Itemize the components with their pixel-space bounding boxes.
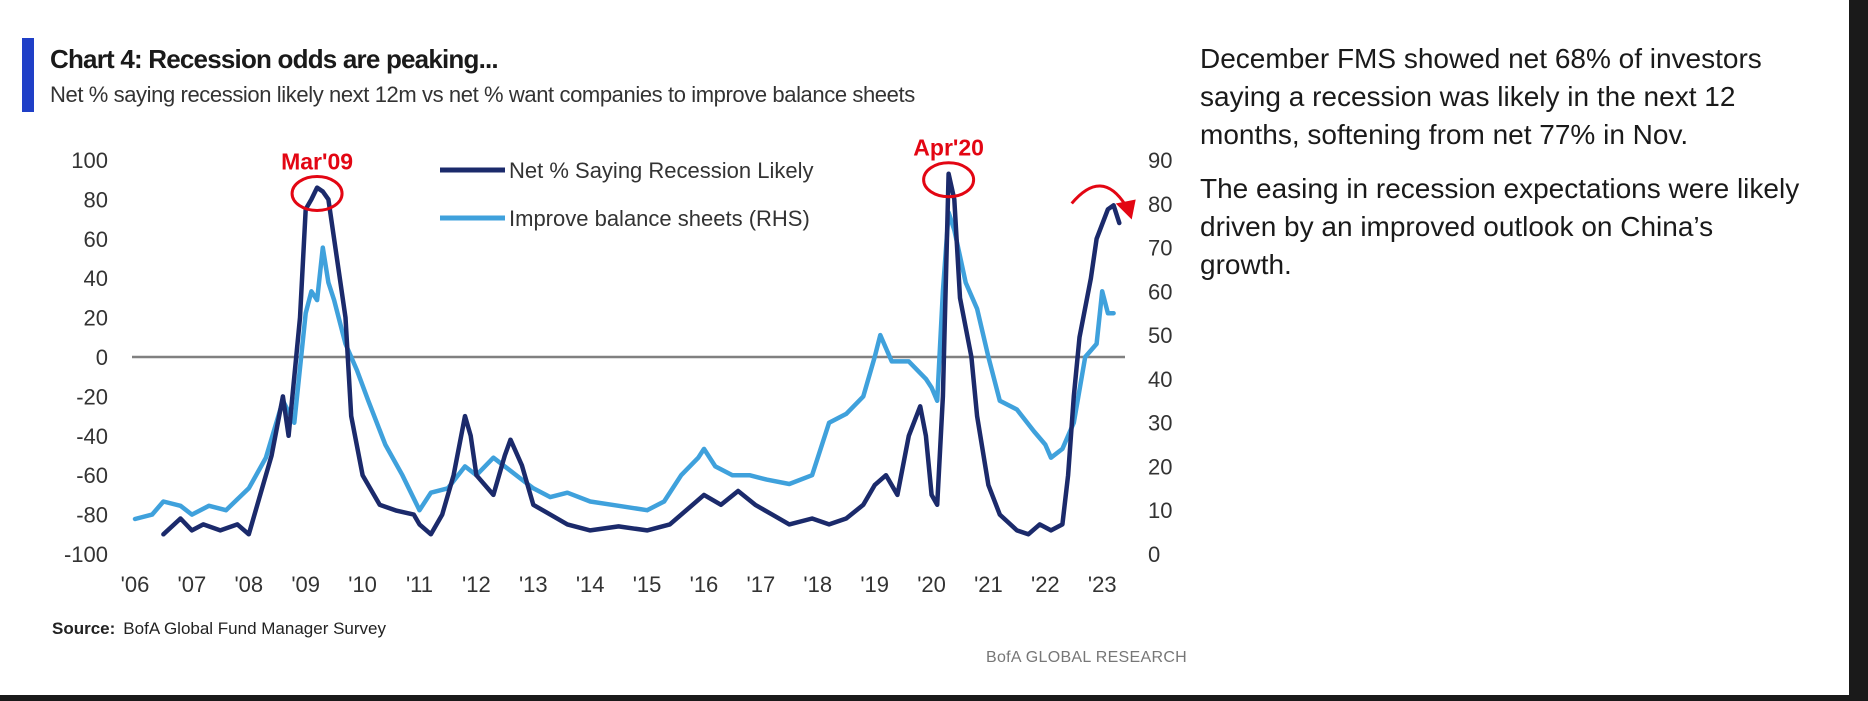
- legend-label: Improve balance sheets (RHS): [509, 206, 810, 231]
- y-left-tick-label: 60: [84, 227, 108, 252]
- y-left-tick-label: -100: [64, 542, 108, 567]
- x-tick-label: '10: [348, 572, 377, 597]
- recession-chart: 100806040200-20-40-60-80-100908070605040…: [64, 135, 1173, 597]
- x-tick-label: '16: [690, 572, 719, 597]
- y-right-tick-label: 10: [1148, 498, 1172, 523]
- y-right-tick-label: 20: [1148, 454, 1172, 479]
- y-left-tick-label: 100: [71, 148, 108, 173]
- annotation-circle: [290, 175, 344, 213]
- peak-arrow-icon: [1070, 184, 1127, 207]
- y-left-tick-label: -20: [76, 384, 108, 409]
- x-tick-label: '09: [291, 572, 320, 597]
- y-right-tick-label: 0: [1148, 542, 1160, 567]
- y-left-tick-label: 20: [84, 306, 108, 331]
- x-tick-label: '13: [519, 572, 548, 597]
- y-right-tick-label: 70: [1148, 236, 1172, 261]
- legend-label: Net % Saying Recession Likely: [509, 158, 813, 183]
- annotation-circle: [922, 161, 976, 199]
- x-tick-label: '11: [406, 572, 433, 597]
- y-right-tick-label: 60: [1148, 279, 1172, 304]
- x-tick-label: '12: [462, 572, 491, 597]
- title-accent-bar: [22, 38, 34, 112]
- annotation-label: Apr'20: [913, 135, 984, 161]
- x-tick-label: '07: [178, 572, 207, 597]
- x-tick-label: '23: [1088, 572, 1117, 597]
- peak-arrow-head-icon: [1115, 199, 1136, 220]
- window-frame-bottom: [0, 695, 1868, 701]
- chart-subtitle: Net % saying recession likely next 12m v…: [50, 82, 915, 107]
- x-tick-label: '14: [576, 572, 605, 597]
- x-tick-label: '08: [234, 572, 263, 597]
- y-right-tick-label: 40: [1148, 367, 1172, 392]
- commentary: December FMS showed net 68% of investors…: [1200, 40, 1800, 300]
- commentary-paragraph: December FMS showed net 68% of investors…: [1200, 43, 1762, 150]
- y-left-tick-label: -40: [76, 424, 108, 449]
- series-line-balance-sheets: [132, 210, 1116, 522]
- x-tick-label: '18: [803, 572, 832, 597]
- source-note: Source: BofA Global Fund Manager Survey: [52, 619, 386, 639]
- y-left-tick-label: -60: [76, 463, 108, 488]
- y-left-tick-label: 80: [84, 187, 108, 212]
- chart-title: Chart 4: Recession odds are peaking...: [50, 44, 499, 74]
- y-right-tick-label: 30: [1148, 411, 1172, 436]
- window-frame-right: [1849, 0, 1868, 701]
- annotation-label: Mar'09: [281, 149, 353, 175]
- y-left-tick-label: 40: [84, 266, 108, 291]
- source-text: BofA Global Fund Manager Survey: [123, 619, 386, 638]
- y-right-tick-label: 80: [1148, 192, 1172, 217]
- y-left-tick-label: 0: [96, 345, 108, 370]
- x-tick-label: '22: [1031, 572, 1060, 597]
- x-tick-label: '15: [633, 572, 662, 597]
- y-right-tick-label: 50: [1148, 323, 1172, 348]
- x-tick-label: '19: [860, 572, 889, 597]
- x-tick-label: '20: [917, 572, 946, 597]
- x-tick-label: '21: [974, 572, 1003, 597]
- x-tick-label: '17: [747, 572, 776, 597]
- y-left-tick-label: -80: [76, 503, 108, 528]
- x-tick-label: '06: [121, 572, 150, 597]
- series-line-recession: [161, 171, 1122, 537]
- source-label: Source:: [52, 619, 116, 638]
- y-right-tick-label: 90: [1148, 148, 1172, 173]
- brand-label: BofA GLOBAL RESEARCH: [986, 649, 1188, 666]
- commentary-paragraph: The easing in recession expectations wer…: [1200, 173, 1800, 280]
